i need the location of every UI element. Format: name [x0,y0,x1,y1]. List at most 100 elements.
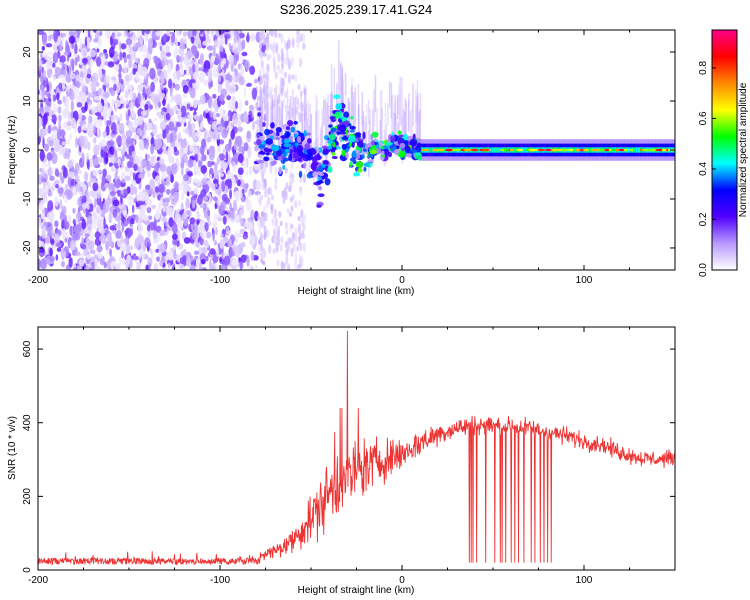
heatmap-cell [39,89,42,100]
heatmap-cell [356,140,364,148]
heatmap-cell [260,244,264,252]
heatmap-cell [93,190,97,202]
heatmap-cell [250,33,256,42]
heatmap-cell [74,43,78,56]
snr-x-axis-label: Height of straight line (km) [298,585,415,596]
heatmap-cell [161,59,165,69]
heatmap-cell [145,184,151,190]
heatmap-cell [59,55,66,63]
heatmap-cell [201,246,207,254]
heatmap-cell [289,95,292,126]
heatmap-cell [137,165,140,173]
heatmap-cell [146,154,151,160]
heatmap-cell [276,64,280,70]
heatmap-cell [137,63,142,75]
heatmap-cell [265,39,269,50]
heatmap-cell [430,147,433,153]
heatmap-cell [78,108,83,121]
heatmap-cell [353,172,360,177]
heatmap-cell [296,30,300,37]
heatmap-cell [193,159,197,171]
heatmap-cell [341,136,349,141]
heatmap-cell [253,78,259,84]
colorbar-tick-label: 0.2 [698,212,709,226]
heatmap-cell [283,142,292,148]
heatmap-cell [72,218,76,225]
heatmap-cell [100,226,105,235]
heatmap-cell [261,173,265,183]
heatmap-cell [302,242,306,253]
heatmap-cell [76,102,83,108]
heatmap-cell [274,217,278,228]
heatmap-cell [384,102,387,153]
heatmap-cell [38,240,45,248]
heatmap-cell [238,147,244,152]
heatmap-cell [40,212,45,220]
heatmap-cell [175,93,182,106]
heatmap-cell [281,104,284,154]
heatmap-cell [299,176,303,184]
heatmap-cell [89,60,93,68]
heatmap-cell [331,152,336,156]
heatmap-cell [357,83,360,124]
heatmap-cell [306,152,314,161]
heatmap-cell [321,164,326,168]
heatmap-cell [275,242,279,252]
heatmap-cell [250,266,255,270]
heatmap-cell [148,118,152,124]
heatmap-cell [311,165,316,172]
heatmap-cell [146,242,152,248]
heatmap-cell [469,148,479,152]
heatmap-cell [61,261,65,268]
heatmap-cell [41,176,45,182]
colorbar: 0.0 0.2 0.4 0.6 0.8 Normalized spectral ampl… [698,29,749,277]
heatmap-cell [271,194,275,201]
heatmap-cell [326,145,333,150]
snr-y-tick-label: 400 [22,414,33,431]
heatmap-cell [104,229,109,235]
heatmap-cell [100,234,107,244]
heatmap-cell [121,215,125,224]
heatmap-cell [265,138,274,145]
heatmap-cell [328,133,336,141]
heatmap-cell [261,217,265,229]
heatmap-cell [397,123,399,147]
heatmap-cell [218,94,225,102]
heatmap-cell [329,116,336,120]
heatmap-cell [341,116,348,122]
heatmap-cell [297,98,299,120]
heatmap-cell [209,265,216,270]
heatmap-cell [380,150,386,156]
heatmap-cell [274,176,278,185]
heatmap-cell [229,189,233,200]
heatmap-cell [189,106,194,111]
heatmap-cell [309,104,311,150]
heatmap-cell [203,239,209,246]
heatmap-cell [164,221,168,227]
heatmap-cell [129,89,134,101]
heatmap-cell [94,231,101,239]
heatmap-cell [208,145,215,155]
heatmap-cell [160,71,165,84]
heatmap-cell [217,217,223,222]
heatmap-cell [307,137,312,144]
heatmap-cell [199,114,204,123]
heatmap-cell [131,150,136,158]
heatmap-cell [215,113,220,118]
heatmap-cell [235,214,240,224]
heatmap-cell [75,81,81,89]
heatmap-cell [52,52,59,64]
heatmap-cell [562,148,568,152]
heatmap-cell [393,112,395,148]
heatmap-cell [330,64,333,113]
heatmap-cell [316,180,324,184]
heatmap-cell [181,156,185,168]
heatmap-cell [120,195,123,205]
heatmap-cell [87,92,94,98]
heatmap-cell [285,254,289,265]
heatmap-cell [38,30,45,36]
heatmap-cell [243,113,249,124]
heatmap-cell [221,193,228,202]
heatmap-cell [419,108,421,151]
heatmap-cell [221,161,228,170]
